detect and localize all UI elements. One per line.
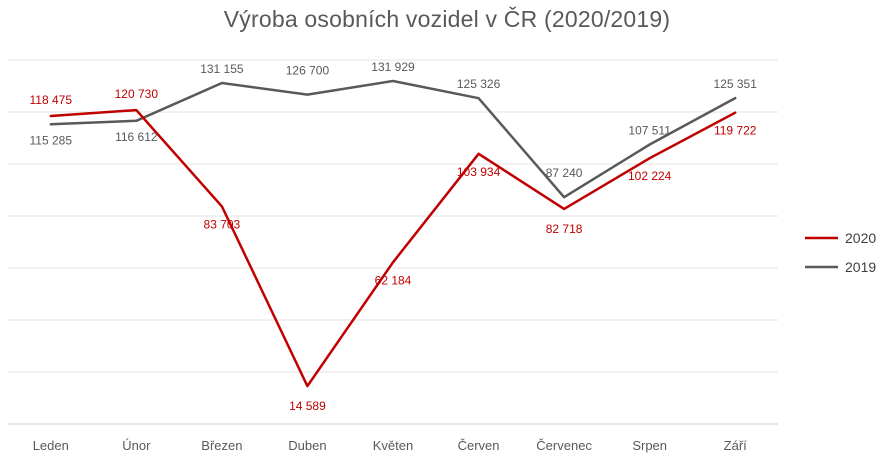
legend: 2020 2019 (805, 230, 876, 275)
data-label-2019: 116 612 (115, 130, 158, 144)
data-label-2020: 103 934 (457, 165, 501, 179)
data-label-2020: 82 718 (546, 222, 583, 236)
data-label-2019: 87 240 (546, 166, 583, 180)
legend-label-2020: 2020 (845, 230, 876, 246)
data-label-2019: 125 351 (714, 77, 758, 91)
series-lines (49, 79, 737, 388)
x-tick-label: Únor (122, 438, 151, 453)
data-label-2019: 125 326 (457, 77, 501, 91)
series-line-2020 (49, 108, 737, 388)
chart-title: Výroba osobních vozidel v ČR (2020/2019) (223, 6, 671, 32)
series-line-2019 (49, 79, 737, 199)
x-axis: Leden Únor Březen Duben Květen Červen Červenec… (33, 438, 747, 453)
data-label-2020: 62 184 (375, 273, 412, 287)
data-label-2019: 131 929 (371, 60, 415, 74)
data-label-2020: 83 703 (204, 217, 241, 231)
x-tick-label: Červenec (536, 438, 592, 453)
x-tick-label: Duben (288, 438, 326, 453)
legend-label-2019: 2019 (845, 259, 876, 275)
x-tick-label: Květen (373, 438, 413, 453)
data-label-2020: 120 730 (115, 87, 159, 101)
x-tick-label: Srpen (632, 438, 667, 453)
x-tick-label: Březen (201, 438, 242, 453)
data-labels: 115 285 118 475 116 612 120 730 131 155 83 70… (30, 60, 758, 413)
x-tick-label: Září (724, 438, 748, 453)
data-label-2020: 119 722 (714, 124, 757, 138)
data-label-2019: 115 285 (30, 133, 73, 147)
data-label-2020: 102 224 (628, 169, 672, 183)
data-label-2019: 126 700 (286, 64, 330, 78)
x-tick-label: Leden (33, 438, 69, 453)
gridlines (8, 59, 778, 425)
data-label-2019: 131 155 (200, 62, 244, 76)
data-label-2020: 14 589 (289, 399, 326, 413)
data-label-2019: 107 511 (628, 123, 671, 137)
data-label-2020: 118 475 (30, 93, 73, 107)
x-tick-label: Červen (458, 438, 500, 453)
